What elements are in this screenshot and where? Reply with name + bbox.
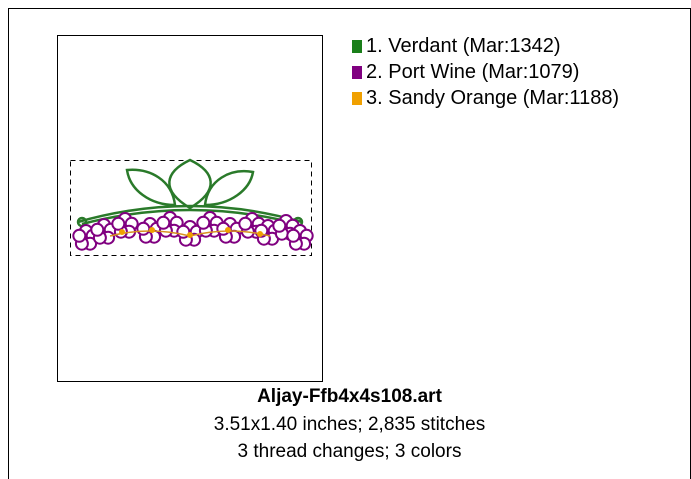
flower-centers: [109, 227, 271, 238]
file-name: Aljay-Ffb4x4s108.art: [257, 386, 442, 407]
legend-label: 1. Verdant (Mar:1342): [366, 35, 561, 57]
design-colors: 3 thread changes; 3 colors: [237, 441, 462, 462]
legend: 1. Verdant (Mar:1342) 2. Port Wine (Mar:1…: [352, 33, 619, 111]
legend-swatch: [352, 65, 362, 79]
legend-label: 2. Port Wine (Mar:1079): [366, 61, 580, 83]
legend-item: 1. Verdant (Mar:1342): [352, 33, 619, 59]
design-size: 3.51x1.40 inches; 2,835 stitches: [213, 414, 486, 435]
legend-swatch: [352, 91, 362, 105]
legend-label: 3. Sandy Orange (Mar:1188): [366, 87, 620, 109]
legend-item: 2. Port Wine (Mar:1079): [352, 59, 619, 85]
legend-item: 3. Sandy Orange (Mar:1188): [352, 85, 619, 111]
legend-swatch: [352, 39, 362, 53]
